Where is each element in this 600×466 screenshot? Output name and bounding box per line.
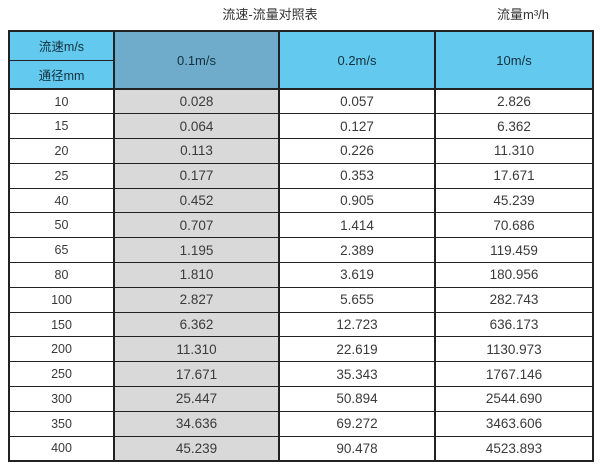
flow-value-cell: 0.226 [278, 138, 436, 164]
flow-value-cell: 1130.973 [434, 336, 594, 363]
flow-value-cell: 0.064 [113, 113, 280, 140]
flow-value-cell: 0.028 [113, 88, 280, 115]
column-header-velocity-0-2: 0.2m/s [278, 30, 436, 90]
flow-value-cell: 22.619 [278, 336, 436, 363]
flow-value-cell: 2.826 [434, 88, 594, 115]
table-row: 25 0.177 0.353 17.671 [8, 162, 594, 189]
flow-value-cell: 12.723 [278, 311, 436, 338]
flow-value-cell: 636.173 [434, 311, 594, 338]
column-header-velocity-0-1: 0.1m/s [113, 30, 280, 90]
flow-value-cell: 3.619 [278, 262, 436, 288]
diameter-cell: 20 [8, 138, 115, 164]
flow-value-cell: 90.478 [278, 435, 436, 462]
titlebar: 流速-流量对照表 流量m³/h [0, 0, 600, 28]
diameter-cell: 25 [8, 162, 115, 189]
flow-value-cell: 6.362 [434, 113, 594, 140]
table-row: 400 45.239 90.478 4523.893 [8, 435, 594, 462]
diameter-cell: 250 [8, 361, 115, 388]
flow-value-cell: 1.414 [278, 212, 436, 239]
flow-value-cell: 69.272 [278, 410, 436, 437]
table-row: 80 1.810 3.619 180.956 [8, 262, 594, 288]
table-row: 250 17.671 35.343 1767.146 [8, 361, 594, 388]
diameter-cell: 40 [8, 187, 115, 214]
corner-velocity-label: 流速m/s [8, 30, 115, 61]
flow-value-cell: 0.127 [278, 113, 436, 140]
header-row-top: 流速m/s 0.1m/s 0.2m/s 10m/s [8, 30, 594, 90]
flow-value-cell: 45.239 [434, 187, 594, 214]
diameter-cell: 300 [8, 386, 115, 412]
flow-value-cell: 35.343 [278, 361, 436, 388]
flow-value-cell: 4523.893 [434, 435, 594, 462]
column-header-velocity-10: 10m/s [434, 30, 594, 90]
flow-value-cell: 45.239 [113, 435, 280, 462]
flow-value-cell: 11.310 [434, 138, 594, 164]
flow-value-cell: 17.671 [113, 361, 280, 388]
diameter-cell: 15 [8, 113, 115, 140]
flow-value-cell: 2544.690 [434, 386, 594, 412]
diameter-cell: 400 [8, 435, 115, 462]
flow-value-cell: 5.655 [278, 286, 436, 313]
flow-value-cell: 0.177 [113, 162, 280, 189]
flow-value-cell: 3463.606 [434, 410, 594, 437]
flow-value-cell: 2.389 [278, 237, 436, 264]
flow-value-cell: 1.810 [113, 262, 280, 288]
flow-value-cell: 17.671 [434, 162, 594, 189]
header-row-bottom: 通径mm [8, 59, 593, 90]
diameter-cell: 65 [8, 237, 115, 264]
table-row: 15 0.064 0.127 6.362 [8, 113, 594, 140]
flow-rate-table: 流速m/s 0.1m/s 0.2m/s 10m/s 通径mm 10 0.028 0.… [8, 30, 594, 462]
flow-value-cell: 34.636 [113, 410, 280, 437]
table-row: 150 6.362 12.723 636.173 [8, 311, 594, 338]
table-row: 200 11.310 22.619 1130.973 [8, 336, 594, 363]
table-header: 流速m/s 0.1m/s 0.2m/s 10m/s 通径mm [8, 30, 594, 90]
table-row: 10 0.028 0.057 2.826 [8, 88, 594, 115]
flow-value-cell: 119.459 [434, 237, 594, 264]
flow-value-cell: 282.743 [434, 286, 594, 313]
table-row: 50 0.707 1.414 70.686 [8, 212, 594, 239]
table-row: 65 1.195 2.389 119.459 [8, 237, 594, 264]
flow-value-cell: 2.827 [113, 286, 280, 313]
table-row: 20 0.113 0.226 11.310 [8, 138, 594, 164]
table-title: 流速-流量对照表 [222, 7, 318, 22]
diameter-cell: 150 [8, 311, 115, 338]
table-row: 40 0.452 0.905 45.239 [8, 187, 594, 214]
flow-value-cell: 25.447 [113, 386, 280, 412]
flow-unit-label: 流量m³/h [496, 7, 550, 22]
table-row: 300 25.447 50.894 2544.690 [8, 386, 594, 412]
flow-value-cell: 50.894 [278, 386, 436, 412]
flow-value-cell: 0.452 [113, 187, 280, 214]
diameter-cell: 100 [8, 286, 115, 313]
diameter-cell: 350 [8, 410, 115, 437]
flow-value-cell: 180.956 [434, 262, 594, 288]
table-row: 100 2.827 5.655 282.743 [8, 286, 594, 313]
flow-value-cell: 1767.146 [434, 361, 594, 388]
table-row: 350 34.636 69.272 3463.606 [8, 410, 594, 437]
diameter-cell: 50 [8, 212, 115, 239]
table-body: 10 0.028 0.057 2.826 15 0.064 0.127 6.362 20 0.11… [8, 88, 594, 462]
diameter-cell: 80 [8, 262, 115, 288]
diameter-cell: 10 [8, 88, 115, 115]
flow-value-cell: 0.707 [113, 212, 280, 239]
corner-diameter-label: 通径mm [8, 59, 115, 90]
flow-value-cell: 6.362 [113, 311, 280, 338]
flow-value-cell: 0.057 [278, 88, 436, 115]
flow-value-cell: 0.905 [278, 187, 436, 214]
flow-value-cell: 0.353 [278, 162, 436, 189]
flow-value-cell: 0.113 [113, 138, 280, 164]
flow-value-cell: 11.310 [113, 336, 280, 363]
diameter-cell: 200 [8, 336, 115, 363]
flow-value-cell: 1.195 [113, 237, 280, 264]
flow-value-cell: 70.686 [434, 212, 594, 239]
